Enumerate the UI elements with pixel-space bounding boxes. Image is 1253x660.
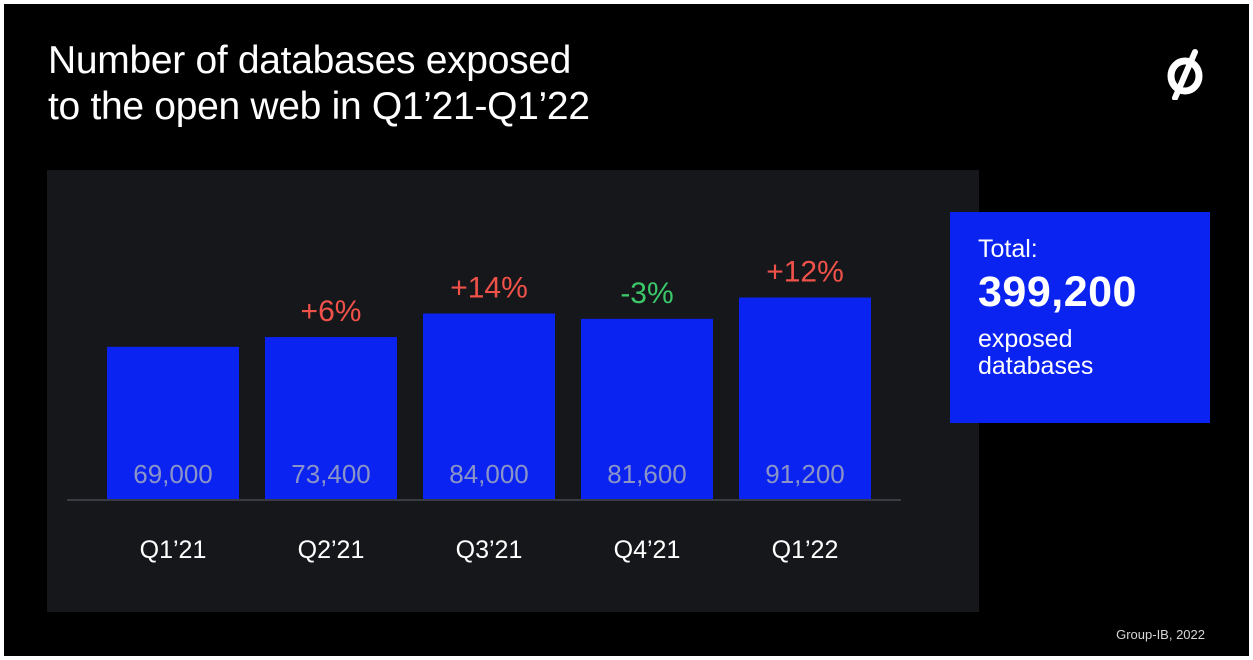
x-tick-label: Q4’21 — [614, 536, 681, 564]
total-label: Total: — [978, 235, 1038, 263]
bar-value-label: 73,400 — [291, 459, 371, 489]
title-line-1: Number of databases exposed — [48, 39, 572, 82]
chart-panel: 69,000 Q1’21 73,400 Q2’21 +6% 84,000 Q3’21 +14%… — [47, 170, 979, 612]
x-tick-label: Q1’22 — [772, 536, 839, 564]
bar-1 — [107, 346, 239, 500]
title-line-2: to the open web in Q1’21-Q1’22 — [48, 85, 590, 128]
bar-5 — [739, 297, 871, 500]
change-label: +12% — [766, 256, 844, 289]
x-tick-label: Q1’21 — [140, 536, 207, 564]
bar-2 — [265, 337, 397, 500]
bar-value-label: 91,200 — [765, 459, 845, 489]
infographic-frame: Number of databases exposed to the open … — [4, 4, 1249, 656]
bar-value-label: 69,000 — [133, 459, 213, 489]
total-value: 399,200 — [978, 268, 1137, 316]
bar-4 — [581, 318, 713, 500]
bar-value-label: 84,000 — [449, 459, 529, 489]
group-ib-logo-icon — [1167, 49, 1203, 100]
total-card: Total: 399,200 exposed databases — [950, 212, 1210, 423]
bar-value-label: 81,600 — [607, 459, 687, 489]
chart-title: Number of databases exposed to the open … — [48, 38, 590, 130]
bar-chart: 69,000 Q1’21 73,400 Q2’21 +6% 84,000 Q3’21 +14%… — [67, 256, 901, 564]
change-label: -3% — [620, 277, 673, 310]
bar-3 — [423, 313, 555, 500]
change-label: +14% — [450, 272, 528, 305]
source-credit: Group-IB, 2022 — [1116, 627, 1205, 642]
change-label: +6% — [301, 295, 362, 328]
x-tick-label: Q3’21 — [456, 536, 523, 564]
total-description: exposed databases — [978, 325, 1094, 380]
x-tick-label: Q2’21 — [298, 536, 365, 564]
